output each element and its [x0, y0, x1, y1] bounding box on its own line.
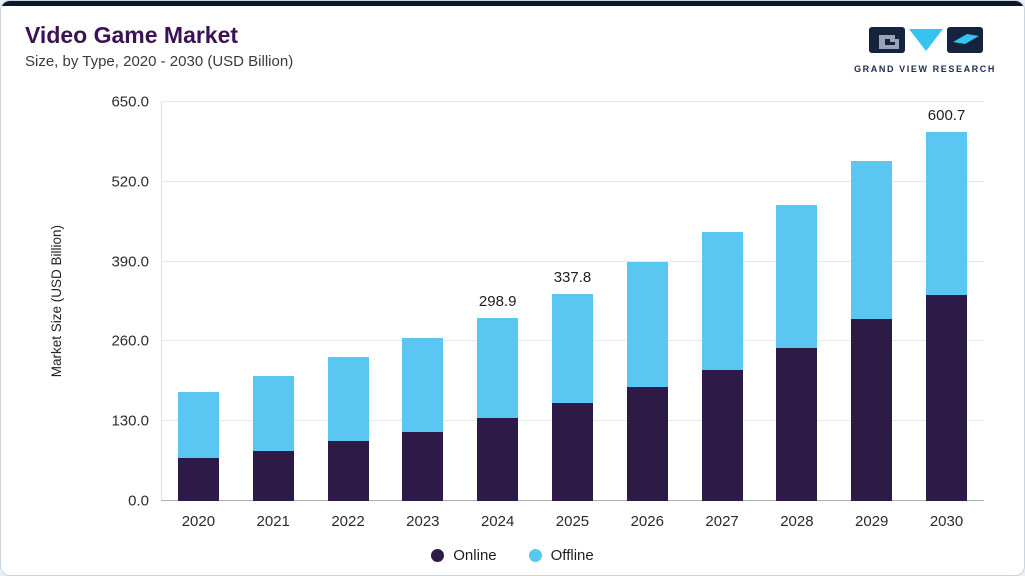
x-tick-label-2024: 2024 [480, 513, 515, 530]
chart: Market Size (USD Billion) 0.0 130.0 260.0 3… [49, 94, 984, 530]
y-tick-label: 130.0 [111, 412, 149, 430]
bar-segment-offline-2021 [252, 375, 294, 451]
x-tick-label-2022: 2022 [331, 513, 365, 530]
bar-segment-online-2025 [551, 402, 593, 501]
bar-column-2021: 2021 [236, 102, 311, 530]
page-title: Video Game Market [25, 22, 239, 48]
bar-column-2020: 2020 [161, 102, 236, 530]
y-tick-label: 390.0 [111, 253, 149, 271]
legend-dot-offline [528, 549, 542, 562]
bar-segment-offline-2028 [776, 205, 818, 348]
bar-column-2029: 2029 [834, 102, 909, 530]
bar-column-2023: 2023 [385, 102, 460, 530]
y-axis-title-wrap: Market Size (USD Billion) [49, 102, 64, 501]
x-tick-label-2029: 2029 [855, 513, 889, 530]
bar-column-2026: 2026 [610, 102, 685, 530]
bar-segment-offline-2030 [926, 132, 968, 296]
bar-segment-offline-2023 [402, 338, 444, 432]
y-axis-line [161, 102, 162, 501]
x-tick-label-2028: 2028 [780, 513, 814, 530]
bar-segment-offline-2020 [177, 392, 219, 459]
legend-item-online: Online [431, 547, 497, 564]
total-label-2024: 298.9 [478, 292, 517, 310]
bar-segment-online-2027 [701, 370, 743, 501]
x-tick-label-2020: 2020 [181, 513, 216, 530]
bar-column-2027: 2027 [685, 102, 760, 530]
y-axis-title: Market Size (USD Billion) [49, 225, 64, 378]
bar-segment-online-2030 [926, 295, 968, 501]
y-tick-label: 520.0 [111, 173, 149, 191]
bar-segment-offline-2024 [477, 317, 519, 418]
logo-text: GRAND VIEW RESEARCH [854, 64, 996, 74]
x-tick-label-2023: 2023 [406, 513, 440, 530]
plot-area: 2020 2021 2022 2023 298.9 2024 337.8 2025 2026 20… [161, 102, 984, 530]
bar-column-2024: 298.9 2024 [460, 102, 535, 530]
bar-column-2030: 600.7 2030 [909, 102, 984, 530]
title-block: Video Game Market Size, by Type, 2020 - … [25, 22, 293, 70]
bar-segment-offline-2022 [327, 357, 369, 442]
legend-label-online: Online [453, 547, 497, 564]
bar-segment-online-2024 [477, 417, 519, 501]
top-accent-bar [1, 1, 1024, 6]
page-subtitle: Size, by Type, 2020 - 2030 (USD Billion) [25, 53, 294, 71]
bar-segment-offline-2026 [626, 261, 668, 387]
total-label-2025: 337.8 [553, 268, 592, 286]
legend-item-offline: Offline [528, 547, 594, 564]
legend-dot-online [431, 549, 445, 562]
logo-mark-icon [855, 26, 995, 59]
grand-view-research-logo: GRAND VIEW RESEARCH [854, 22, 996, 74]
x-tick-label-2025: 2025 [555, 513, 590, 530]
x-tick-label-2021: 2021 [256, 513, 290, 530]
gridline-390 [161, 260, 984, 262]
y-tick-label: 260.0 [111, 332, 149, 350]
bar-segment-online-2026 [626, 386, 668, 501]
bar-segment-online-2028 [776, 347, 818, 501]
bar-column-2022: 2022 [311, 102, 386, 530]
bar-segment-online-2029 [851, 318, 893, 501]
bar-segment-online-2022 [327, 441, 369, 501]
header: Video Game Market Size, by Type, 2020 - … [1, 6, 1024, 74]
bar-column-2025: 337.8 2025 [535, 102, 610, 530]
x-tick-label-2030: 2030 [929, 513, 964, 530]
legend: Online Offline [1, 547, 1024, 564]
y-tick-label: 650.0 [111, 93, 149, 111]
x-tick-label-2026: 2026 [630, 513, 664, 530]
bar-segment-offline-2025 [551, 293, 593, 403]
bar-column-2028: 2028 [760, 102, 835, 530]
bar-segment-offline-2027 [701, 232, 743, 371]
gridline-650 [161, 101, 984, 102]
bar-segment-online-2023 [402, 431, 444, 501]
legend-label-offline: Offline [550, 547, 594, 564]
bar-segment-online-2021 [252, 450, 294, 501]
gridline-520 [161, 180, 984, 182]
bar-segment-online-2020 [177, 458, 219, 501]
x-tick-label-2027: 2027 [705, 513, 739, 530]
total-label-2030: 600.7 [927, 107, 966, 125]
bar-segment-offline-2029 [851, 160, 893, 319]
y-tick-label: 0.0 [128, 492, 149, 510]
